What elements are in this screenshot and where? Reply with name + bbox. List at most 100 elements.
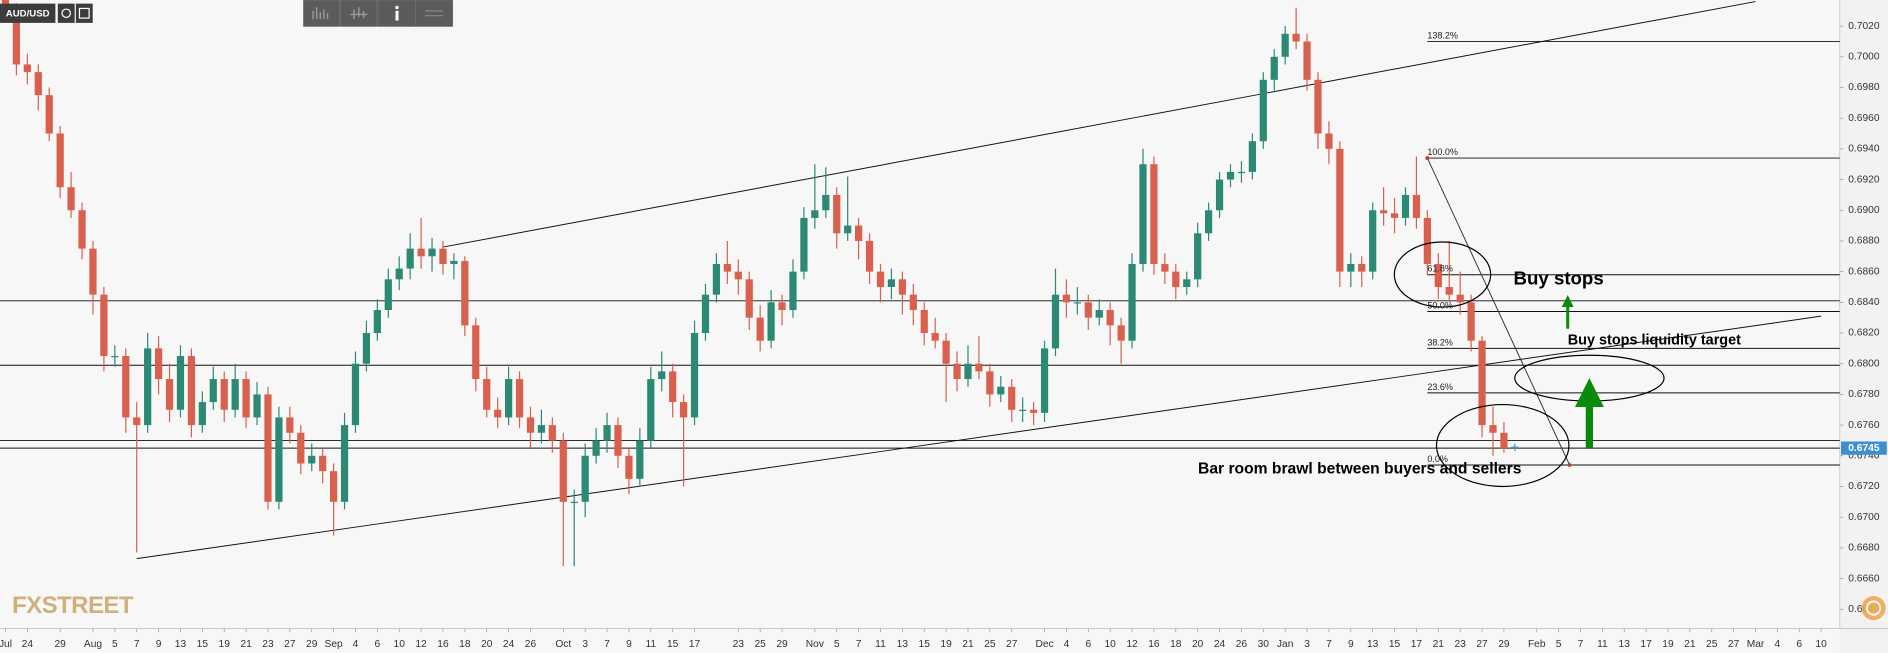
plot	[0, 0, 1840, 567]
candle-body	[1161, 263, 1169, 272]
symbol-bar: AUD/USD	[0, 3, 93, 23]
x-tick-label: 17	[689, 639, 701, 650]
candle-body	[844, 225, 852, 234]
candle-body	[1205, 210, 1213, 234]
x-tick-label: 27	[1476, 639, 1488, 650]
bars-button[interactable]	[303, 0, 340, 27]
candle-body	[1325, 133, 1333, 149]
x-tick-label: 26	[1236, 639, 1248, 650]
x-tick-label: 21	[240, 639, 252, 650]
fib-label: 0.0%	[1427, 454, 1448, 464]
price-axis-background	[1839, 0, 1888, 653]
x-tick-label: 17	[1411, 639, 1423, 650]
candle-body	[12, 10, 21, 65]
candle-body	[187, 356, 196, 426]
candle-body	[297, 432, 305, 464]
y-tick-label: 0.6880	[1848, 236, 1880, 247]
x-tick-label: Sep	[325, 639, 343, 650]
candle-body	[1445, 286, 1453, 295]
candle-body	[1084, 302, 1092, 318]
candle-body	[1029, 409, 1038, 413]
y-tick-label: 0.6960	[1848, 113, 1880, 124]
candle-body	[1401, 194, 1410, 218]
candle-body	[822, 194, 830, 211]
x-tick-label: Feb	[1528, 639, 1546, 650]
calendar-button[interactable]	[75, 3, 93, 23]
y-tick-label: 0.6940	[1848, 144, 1880, 155]
x-tick-label: 4	[1775, 639, 1781, 650]
settings-button[interactable]	[415, 0, 454, 27]
candle-body	[56, 133, 64, 188]
y-tick-label: 0.6860	[1848, 266, 1880, 277]
x-tick-label: 9	[626, 639, 632, 650]
candle-body	[712, 263, 721, 295]
candle-body	[209, 379, 217, 403]
x-tick-label: 29	[54, 639, 66, 650]
fib-anchor-point	[1425, 156, 1430, 161]
candle-body	[767, 302, 775, 341]
x-tick-label: 23	[733, 639, 745, 650]
candle-body	[592, 440, 600, 456]
candle-body	[1248, 141, 1256, 172]
candle-body	[165, 379, 174, 410]
x-tick-label: 29	[776, 639, 788, 650]
candle-body	[1073, 302, 1081, 304]
x-tick-label: 10	[394, 639, 406, 650]
logo-badge	[1866, 600, 1882, 616]
candle-body	[1128, 263, 1136, 341]
candle-body	[483, 379, 491, 410]
x-tick-label: 7	[856, 639, 862, 650]
candle-body	[1412, 194, 1421, 218]
candle-body	[909, 294, 917, 311]
candle-body	[1019, 409, 1027, 411]
info-icon	[395, 10, 399, 21]
candle-body	[1434, 263, 1442, 287]
candle-body	[1456, 294, 1464, 303]
y-tick-label: 0.6700	[1848, 512, 1880, 523]
candle-body	[89, 248, 97, 295]
candle-body	[1314, 79, 1322, 134]
candle-body	[548, 425, 556, 441]
x-tick-label: 18	[1170, 639, 1182, 650]
candle-body	[854, 225, 863, 241]
candle-body	[887, 279, 896, 287]
price-tag-label: 0.6745	[1848, 443, 1880, 454]
x-tick-label: 25	[754, 639, 766, 650]
candle-body	[1347, 263, 1355, 272]
x-tick-label: 15	[1389, 639, 1401, 650]
candle-body	[439, 248, 447, 264]
candle-body	[1369, 210, 1377, 272]
x-tick-label: 18	[459, 639, 471, 650]
refresh-button[interactable]	[57, 3, 75, 23]
x-tick-label: 16	[1148, 639, 1160, 650]
candle-body	[1380, 210, 1388, 214]
candle-body	[1511, 446, 1519, 449]
candle-body	[1040, 348, 1049, 413]
candle-body	[756, 317, 764, 341]
x-tick-label: 21	[1684, 639, 1696, 650]
candle-body	[997, 386, 1005, 395]
candle-body	[34, 72, 42, 96]
candle-body	[1008, 386, 1016, 410]
candle-body	[1194, 233, 1202, 280]
y-tick-label: 0.7020	[1848, 21, 1880, 32]
candle-body	[1237, 171, 1246, 174]
annotation: Buy stops liquidity target	[1568, 333, 1741, 349]
overlays: Buy stops Buy stops liquidity target Bar…	[1198, 30, 1741, 488]
x-tick-label: Oct	[555, 639, 571, 650]
fib-label: 38.2%	[1427, 337, 1453, 347]
x-tick-label: 13	[175, 639, 187, 650]
x-tick-label: 11	[645, 639, 656, 650]
symbol-box[interactable]	[0, 3, 56, 23]
settings-icon	[425, 10, 444, 17]
bars-icon	[312, 7, 329, 20]
fib-label: 100.0%	[1427, 147, 1458, 157]
x-tick-label: 7	[1326, 639, 1332, 650]
candle-body	[1358, 263, 1366, 272]
candle-body	[625, 455, 633, 479]
candle-body	[614, 425, 622, 456]
candle-body	[942, 340, 950, 364]
candle-body	[428, 248, 436, 257]
x-tick-label: 23	[1454, 639, 1466, 650]
